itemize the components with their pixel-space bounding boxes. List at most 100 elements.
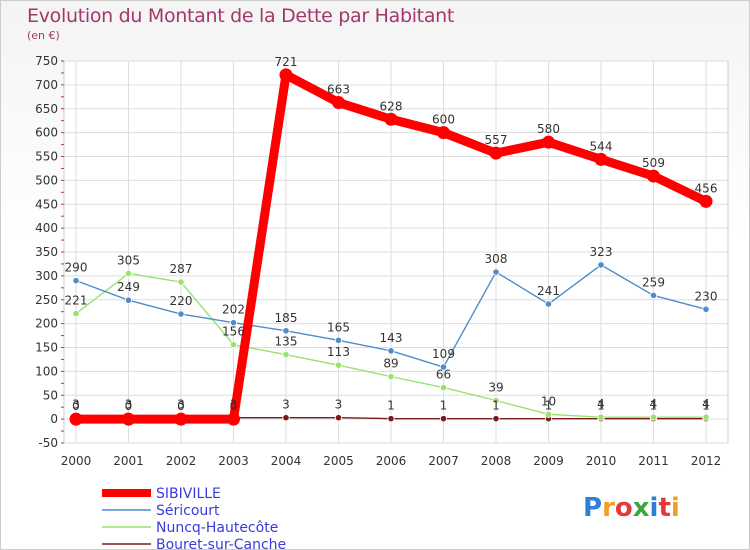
legend-label: Séricourt xyxy=(156,503,220,519)
logo-letter: x xyxy=(633,493,650,523)
data-label: 185 xyxy=(275,311,298,325)
data-point xyxy=(699,194,713,208)
data-label: 220 xyxy=(170,294,193,308)
data-label: 4 xyxy=(597,397,605,411)
chart-title: Evolution du Montant de la Dette par Hab… xyxy=(27,5,455,27)
data-point xyxy=(492,415,500,423)
data-point xyxy=(124,269,133,278)
data-label: 456 xyxy=(695,181,718,195)
data-label: 143 xyxy=(380,331,403,345)
data-label: 0 xyxy=(230,399,238,413)
logo-letter: i xyxy=(650,493,659,523)
data-label: 308 xyxy=(485,252,508,266)
data-point xyxy=(489,146,503,160)
data-label: 305 xyxy=(117,253,140,267)
x-tick-label: 2007 xyxy=(428,454,459,468)
logo-letter: r xyxy=(602,493,615,523)
axes: -500501001502002503003504004505005506006… xyxy=(35,54,721,468)
data-point xyxy=(227,412,240,426)
legend: SIBIVILLESéricourtNuncq-HautecôteBouret-… xyxy=(102,486,286,549)
data-point xyxy=(594,152,608,166)
data-label: 1 xyxy=(387,399,395,413)
data-label: 0 xyxy=(125,399,133,413)
data-point xyxy=(597,261,605,269)
data-point xyxy=(229,341,238,349)
data-point xyxy=(174,412,188,426)
data-point xyxy=(387,347,395,355)
y-tick-label: 700 xyxy=(35,78,58,92)
logo-letter: P xyxy=(583,493,602,523)
chart-unit-label: (en €) xyxy=(27,29,60,42)
x-tick-label: 2008 xyxy=(481,454,512,468)
data-label: 10 xyxy=(541,394,556,408)
y-tick-label: 100 xyxy=(35,364,58,378)
data-label: 230 xyxy=(695,289,718,303)
data-point xyxy=(649,291,658,300)
data-label: 509 xyxy=(642,156,665,170)
data-point xyxy=(544,410,553,418)
y-tick-label: -50 xyxy=(38,436,58,450)
data-point xyxy=(279,68,293,82)
data-point xyxy=(69,412,83,426)
data-label: 1 xyxy=(440,399,448,413)
data-label: 0 xyxy=(177,399,185,413)
legend-label: Nuncq-Hautecôte xyxy=(156,520,278,536)
x-tick-label: 2002 xyxy=(166,454,197,468)
data-label: 221 xyxy=(65,294,88,308)
data-label: 544 xyxy=(590,139,613,153)
data-label: 3 xyxy=(282,398,290,412)
data-point xyxy=(437,126,450,140)
data-label: 323 xyxy=(590,245,613,259)
data-point xyxy=(439,415,448,423)
data-point xyxy=(282,327,290,335)
data-label: 4 xyxy=(650,397,658,411)
data-label: 156 xyxy=(222,325,245,339)
data-point xyxy=(702,305,710,313)
data-label: 1 xyxy=(650,399,658,413)
y-tick-label: 550 xyxy=(35,150,58,164)
logo-letter: i xyxy=(671,493,680,523)
data-label: 3 xyxy=(125,398,133,412)
proxiti-logo: Proxiti xyxy=(583,493,680,523)
data-label: 1 xyxy=(597,399,605,413)
data-label: 3 xyxy=(177,398,185,412)
data-point xyxy=(702,413,710,421)
data-point xyxy=(439,384,448,392)
y-tick-label: 600 xyxy=(35,126,58,140)
data-point xyxy=(177,310,185,318)
data-point xyxy=(177,278,185,286)
data-point xyxy=(647,169,660,183)
data-label: 3 xyxy=(335,398,343,412)
y-tick-label: 650 xyxy=(35,102,58,116)
data-point xyxy=(124,296,133,304)
data-label: 4 xyxy=(702,397,710,411)
data-label: 259 xyxy=(642,275,665,289)
data-label: 290 xyxy=(65,261,88,275)
data-point xyxy=(542,135,555,149)
data-label: 1 xyxy=(492,399,500,413)
data-point xyxy=(492,268,500,276)
x-tick-label: 2003 xyxy=(218,454,249,468)
y-tick-label: 50 xyxy=(43,388,58,402)
data-point xyxy=(332,96,345,110)
data-point xyxy=(387,415,395,423)
x-tick-label: 2005 xyxy=(323,454,354,468)
data-label: 39 xyxy=(488,381,503,395)
data-label: 3 xyxy=(230,398,238,412)
data-point xyxy=(544,300,553,308)
data-label: 663 xyxy=(327,83,350,97)
data-point xyxy=(72,277,80,285)
data-label: 66 xyxy=(436,368,451,382)
data-labels: 2902492202021851651431093082413232592302… xyxy=(65,55,718,413)
data-point xyxy=(492,396,500,405)
data-label: 0 xyxy=(72,399,80,413)
data-point xyxy=(384,112,398,126)
x-tick-label: 2012 xyxy=(691,454,722,468)
data-label: 89 xyxy=(383,357,398,371)
y-tick-label: 150 xyxy=(35,341,58,355)
x-tick-label: 2000 xyxy=(61,454,92,468)
x-tick-label: 2001 xyxy=(113,454,144,468)
y-tick-label: 500 xyxy=(35,173,58,187)
x-tick-label: 2004 xyxy=(271,454,302,468)
